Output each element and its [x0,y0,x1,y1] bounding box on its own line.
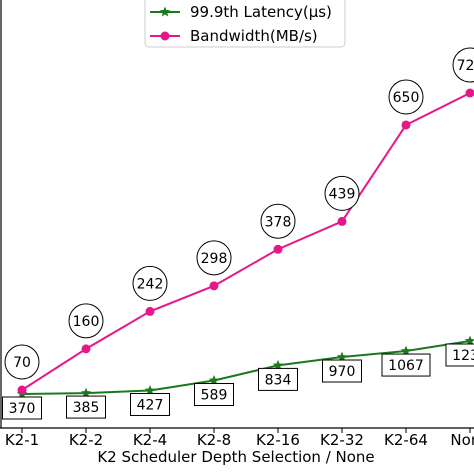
data-label: 650 [388,79,424,115]
data-label: 378 [260,203,296,239]
data-point [401,120,411,130]
data-point [80,387,92,398]
data-point [400,345,412,356]
x-tick-label: K2-16 [256,431,300,449]
x-tick-label: K2-8 [197,431,231,449]
svg-text:298: 298 [201,251,228,267]
legend-box [144,0,346,48]
data-point [336,351,348,362]
x-tick-label: K2-4 [133,431,167,449]
data-labels-layer: 370 385 427 589 834 970 1067 1230 70 160 242 298 378… [2,47,474,420]
legend-item: 99.9th Latency(µs) [150,3,332,21]
svg-text:242: 242 [137,276,164,292]
data-point [464,335,474,346]
data-point [209,281,219,291]
data-point [465,88,474,98]
data-label: 589 [194,383,234,407]
data-label: 298 [196,240,232,276]
series-line [21,340,471,395]
data-label: 370 [2,396,42,420]
data-label: 970 [322,359,362,383]
svg-text:378: 378 [265,214,292,230]
data-label: 160 [68,303,104,339]
data-label: 385 [66,395,106,419]
data-point [144,384,156,395]
data-label: 720 [452,47,474,83]
data-label: 1230 [445,343,474,367]
svg-text:589: 589 [201,388,228,404]
data-label: 1067 [381,353,431,377]
x-tick-label: K2-1 [5,431,39,449]
legend: 99.9th Latency(µs) Bandwidth(MB/s) [144,0,346,48]
data-point [273,244,283,254]
legend-marker [159,6,171,17]
data-point [208,375,220,385]
series-line [21,92,471,391]
svg-text:160: 160 [73,314,100,330]
data-label: 834 [258,367,298,391]
data-point [337,216,347,226]
svg-text:385: 385 [73,400,100,416]
x-tick-label: None [450,431,474,449]
series-layer [16,88,474,399]
data-point [272,359,284,370]
data-label: 70 [4,344,40,380]
data-point [17,385,27,395]
data-label: 427 [130,392,170,416]
legend-item: Bandwidth(MB/s) [150,27,318,45]
svg-text:439: 439 [329,186,356,202]
data-label: 242 [132,265,168,301]
svg-text:970: 970 [329,364,356,380]
svg-text:720: 720 [457,58,474,74]
svg-text:370: 370 [9,401,36,417]
svg-text:1067: 1067 [388,358,424,374]
data-point [81,344,91,354]
legend-label: 99.9th Latency(µs) [190,3,332,21]
x-tick-label: K2-32 [320,431,364,449]
svg-text:650: 650 [393,90,420,106]
legend-marker [160,31,170,41]
x-tick-label: K2-2 [69,431,103,449]
svg-text:1230: 1230 [452,348,474,364]
series-bandwidth [17,88,474,395]
svg-text:427: 427 [137,397,164,413]
x-tick-label: K2-64 [384,431,428,449]
x-axis-label: K2 Scheduler Depth Selection / None [97,448,374,466]
svg-text:834: 834 [265,372,292,388]
legend-label: Bandwidth(MB/s) [190,27,318,45]
data-label: 439 [324,175,360,211]
data-point [145,306,155,316]
svg-text:70: 70 [13,355,31,371]
